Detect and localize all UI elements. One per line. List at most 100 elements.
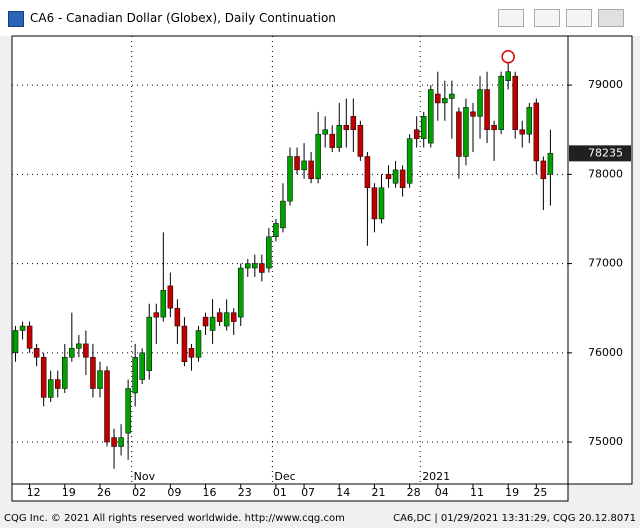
- candle-body: [322, 129, 328, 135]
- x-tick-label: 25: [533, 486, 547, 499]
- candle-body: [26, 325, 33, 349]
- status-info: CA6,DC | 01/29/2021 13:31:29, CQG 20.12.…: [393, 513, 636, 524]
- candle-body: [33, 348, 40, 358]
- candle-body: [97, 370, 103, 389]
- candle-body: [428, 89, 434, 144]
- candle-body: [470, 111, 476, 117]
- candle-body: [245, 263, 251, 269]
- candle-body: [223, 312, 230, 327]
- candle-body: [357, 124, 364, 157]
- status-bar: CQG Inc. © 2021 All rights reserved worl…: [0, 510, 640, 528]
- candle-body: [62, 357, 68, 389]
- candle-body: [259, 263, 265, 273]
- candle-body: [230, 312, 237, 322]
- candle-body: [449, 93, 455, 99]
- candle-body: [195, 330, 202, 358]
- candle-body: [237, 267, 244, 318]
- candle-body: [69, 348, 75, 358]
- title-bar: CA6 - Canadian Dollar (Globex), Daily Co…: [0, 0, 640, 36]
- link-button[interactable]: [498, 9, 524, 27]
- candle-body: [104, 370, 110, 443]
- candle-body: [19, 325, 26, 331]
- candle-body: [406, 138, 413, 184]
- candle-body: [125, 388, 131, 434]
- candle-body: [315, 133, 321, 180]
- candle-body: [498, 75, 504, 130]
- candle-body: [378, 187, 385, 220]
- x-tick-label: 09: [167, 486, 181, 499]
- x-tick-label: 26: [97, 486, 111, 499]
- candle-body: [519, 129, 526, 135]
- candle-body: [505, 71, 511, 81]
- candle-body: [111, 437, 117, 447]
- x-tick-label: 04: [435, 486, 449, 499]
- candle-body: [76, 343, 82, 349]
- candle-body: [399, 169, 406, 188]
- candle-body: [540, 160, 547, 180]
- x-tick-label: 12: [27, 486, 41, 499]
- candle-body: [54, 379, 61, 389]
- candle-body: [12, 330, 19, 354]
- candle-body: [491, 124, 497, 130]
- candle-body: [273, 223, 279, 238]
- x-tick-label: 19: [62, 486, 76, 499]
- price-axis: [567, 35, 633, 485]
- candle-body: [301, 160, 307, 171]
- candle-body: [266, 236, 272, 269]
- candle-body: [181, 325, 188, 362]
- candle-body: [336, 124, 343, 148]
- close-button[interactable]: [598, 9, 624, 27]
- candle-body: [533, 102, 540, 162]
- candle-body: [202, 316, 209, 327]
- y-tick-label: 79000: [588, 78, 623, 91]
- x-tick-label: 19: [505, 486, 519, 499]
- candle-body: [484, 89, 490, 130]
- copyright: CQG Inc. © 2021 All rights reserved worl…: [4, 513, 345, 524]
- candle-body: [512, 75, 518, 130]
- candle-body: [252, 263, 258, 269]
- candle-body: [209, 316, 216, 331]
- candle-body: [167, 285, 174, 309]
- maximize-button[interactable]: [566, 9, 592, 27]
- candle-body: [329, 133, 335, 148]
- candle-body: [139, 352, 145, 380]
- app-icon: [8, 11, 24, 27]
- time-axis: [11, 483, 569, 502]
- candle-body: [463, 107, 469, 157]
- candle-body: [547, 153, 554, 175]
- candle-body: [153, 312, 160, 318]
- candle-body: [371, 187, 378, 220]
- chart: 75000 76000 77000 78000 79000 Nov Dec 2021 12 19 2…: [11, 35, 633, 502]
- candle-body: [526, 107, 533, 135]
- candle-body: [385, 174, 392, 180]
- candle-body: [435, 93, 441, 104]
- x-tick-label: 02: [132, 486, 146, 499]
- candle-body: [280, 200, 286, 229]
- last-price-box: [569, 145, 631, 162]
- y-tick-label: 75000: [588, 435, 623, 448]
- candle-body: [174, 307, 181, 327]
- high-marker: [501, 50, 515, 64]
- candle-body: [47, 379, 54, 398]
- candle-body: [442, 98, 448, 104]
- x-tick-label: 11: [470, 486, 484, 499]
- candle-body: [160, 290, 167, 318]
- candle-body: [216, 312, 223, 322]
- candle-body: [308, 160, 314, 180]
- x-tick-label: 21: [371, 486, 385, 499]
- candle-body: [287, 156, 293, 202]
- month-label: Nov: [134, 470, 156, 483]
- candle-body: [90, 357, 96, 389]
- y-tick-label: 78000: [588, 167, 623, 180]
- y-tick-label: 76000: [588, 346, 623, 359]
- candle-body: [132, 357, 138, 394]
- window-title: CA6 - Canadian Dollar (Globex), Daily Co…: [30, 11, 336, 25]
- candle-body: [188, 348, 195, 358]
- candle-body: [392, 169, 399, 184]
- candle-body: [456, 111, 462, 157]
- minimize-button[interactable]: [534, 9, 560, 27]
- x-tick-label: 14: [336, 486, 350, 499]
- candle-body: [477, 89, 483, 117]
- candle-body: [420, 116, 427, 139]
